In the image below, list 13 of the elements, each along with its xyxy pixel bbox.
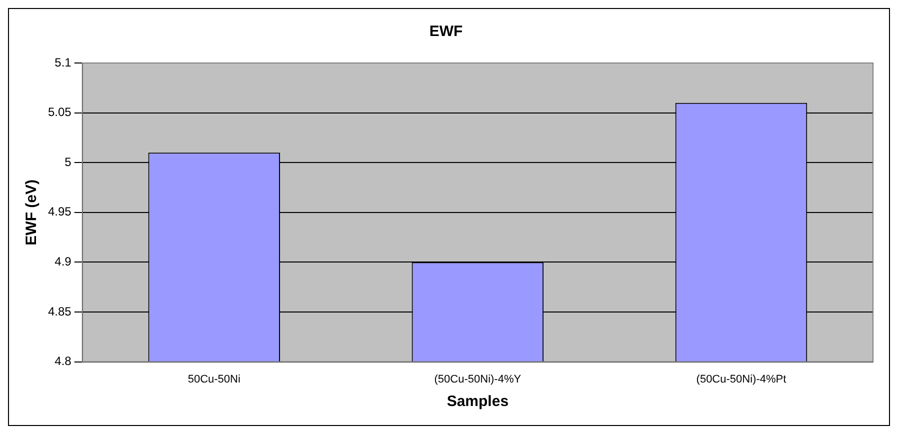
y-tick-label: 4.85 <box>48 304 72 318</box>
y-tick-label: 5.1 <box>54 55 72 70</box>
y-tick-label: 4.95 <box>48 204 72 219</box>
chart-title: EWF <box>429 23 463 40</box>
y-tick-label: 5.05 <box>48 105 72 120</box>
y-tick-label: 5 <box>64 154 72 169</box>
y-axis-title: EWF (eV) <box>23 179 40 246</box>
y-tick-label: 4.9 <box>54 254 72 269</box>
x-tick-label: 50Cu-50Ni <box>188 373 240 386</box>
x-tick-label: (50Cu-50Ni)-4%Y <box>434 373 522 386</box>
x-tick-label: (50Cu-50Ni)-4%Pt <box>696 373 786 386</box>
y-tick-label: 4.8 <box>54 354 72 368</box>
x-axis-title: Samples <box>446 393 509 410</box>
